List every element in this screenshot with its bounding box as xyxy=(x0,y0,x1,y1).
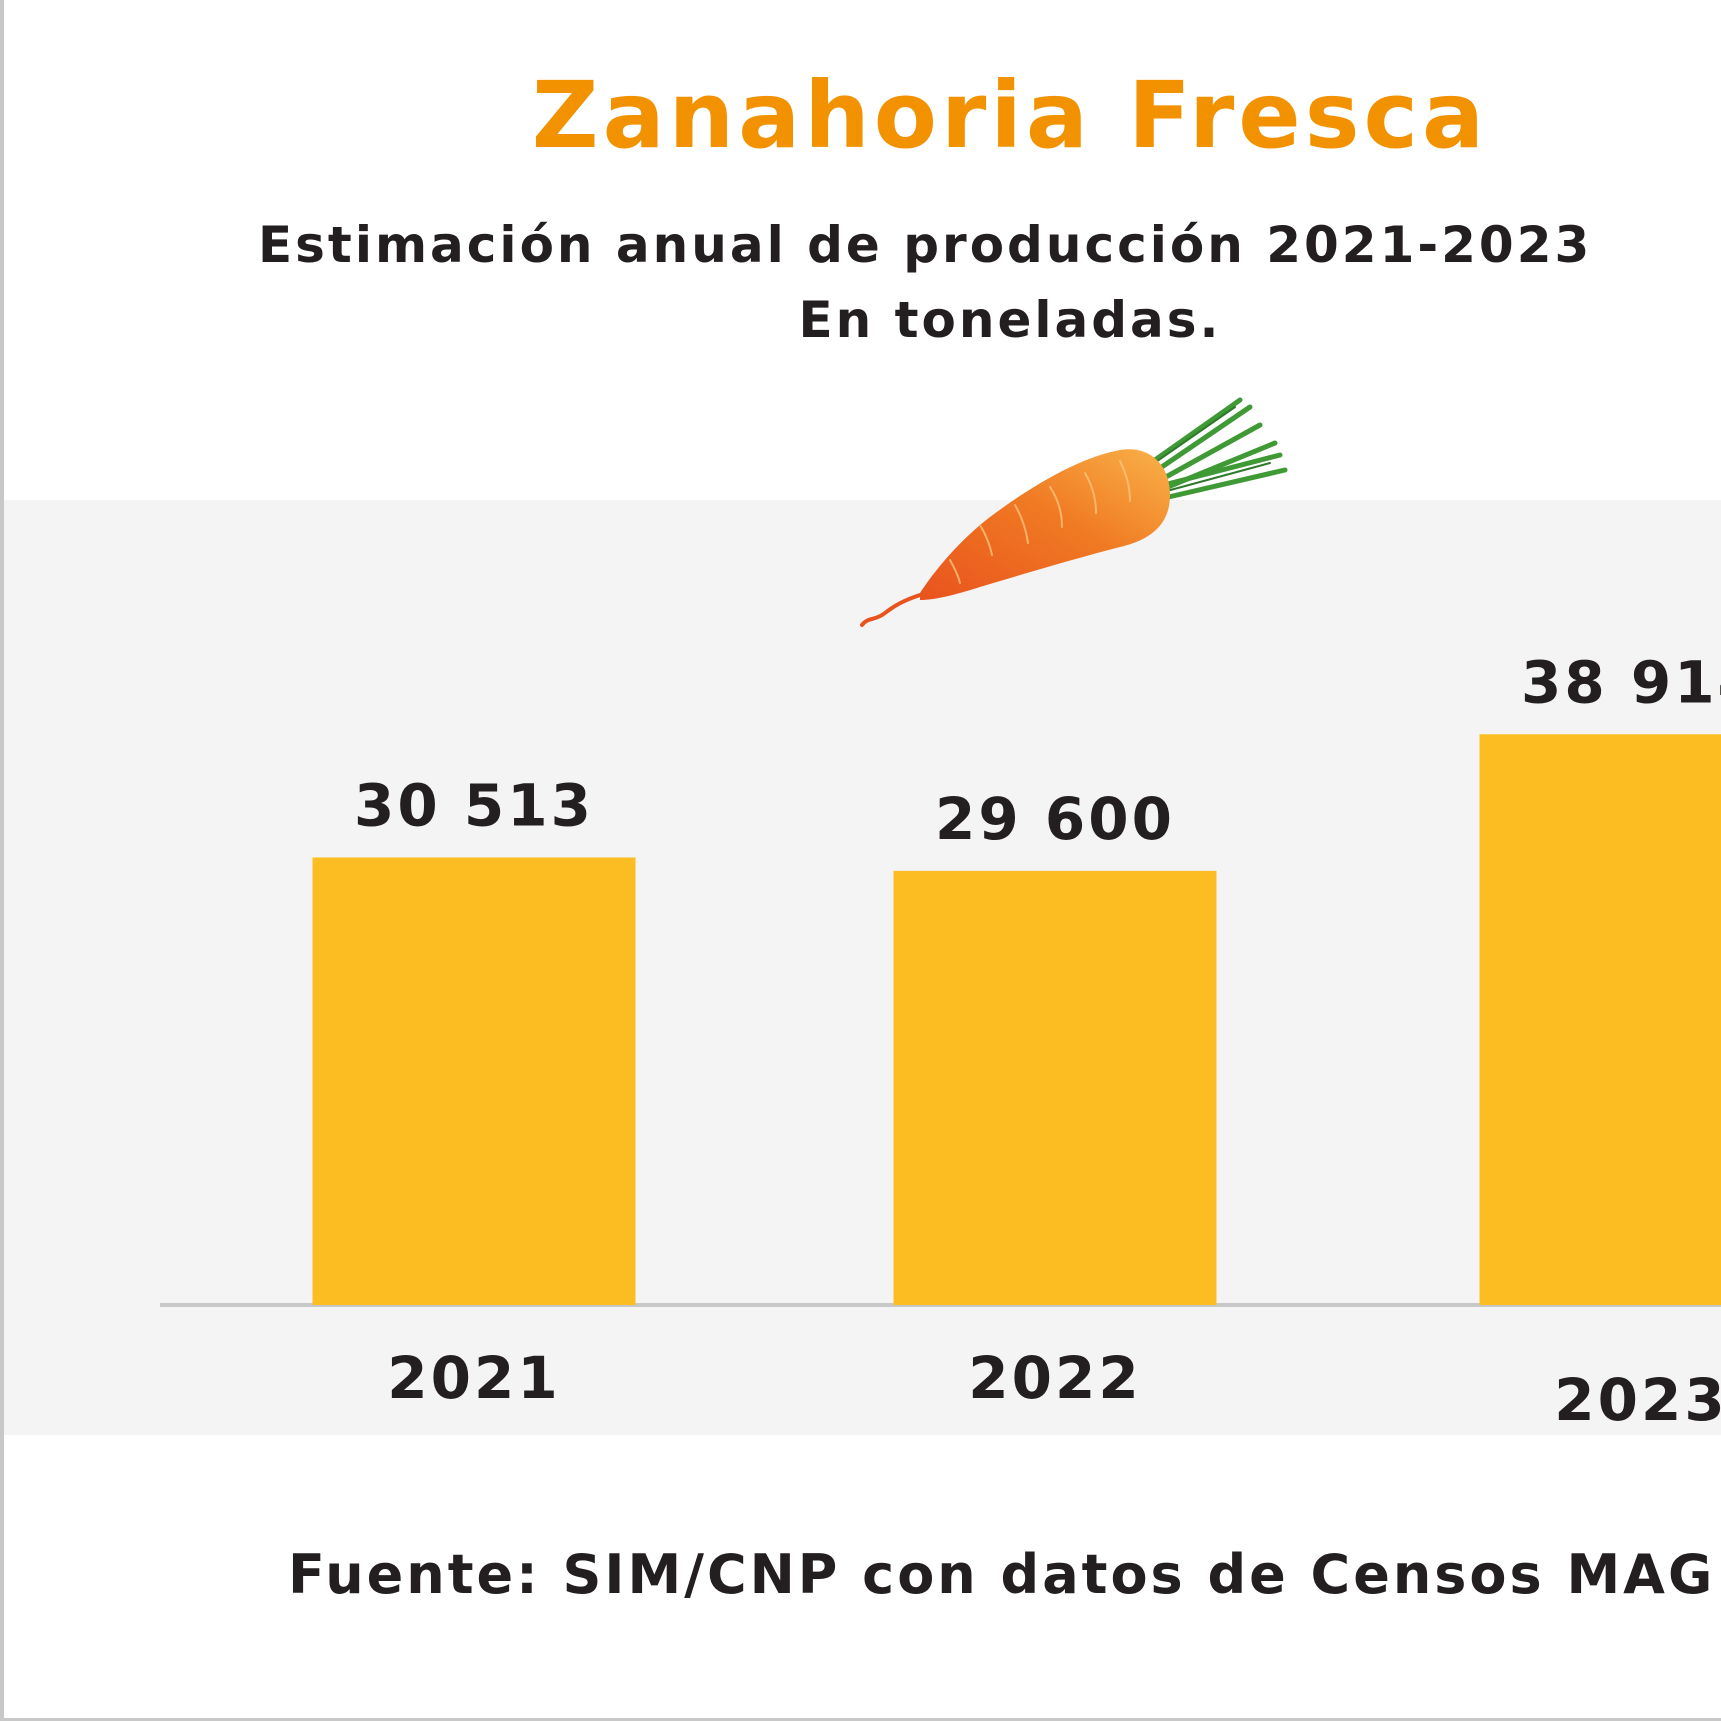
frame-bottom-border xyxy=(0,1718,1721,1721)
bar-2021 xyxy=(312,857,636,1305)
carrot-icon xyxy=(860,397,1288,627)
frame-left-border xyxy=(0,0,4,1721)
chart-unit-subtitle: En toneladas. xyxy=(798,291,1222,349)
bar-2023 xyxy=(1479,734,1721,1305)
data-label-2023: 38 914 xyxy=(1521,648,1721,716)
data-label-2021: 30 513 xyxy=(354,771,594,839)
chart-panel xyxy=(4,500,1721,1435)
data-label-2022: 29 600 xyxy=(935,785,1175,853)
chart-subtitle: Estimación anual de producción 2021-2023 xyxy=(258,216,1593,274)
x-tick-label-2021: 2021 xyxy=(387,1344,560,1412)
chart-title: Zanahoria Fresca xyxy=(531,62,1489,169)
source-note: Fuente: SIM/CNP con datos de Censos MAG xyxy=(288,1543,1716,1606)
bar-2022 xyxy=(893,870,1217,1305)
x-tick-label-2023: 2023 xyxy=(1554,1366,1721,1434)
x-tick-label-2022: 2022 xyxy=(968,1344,1141,1412)
